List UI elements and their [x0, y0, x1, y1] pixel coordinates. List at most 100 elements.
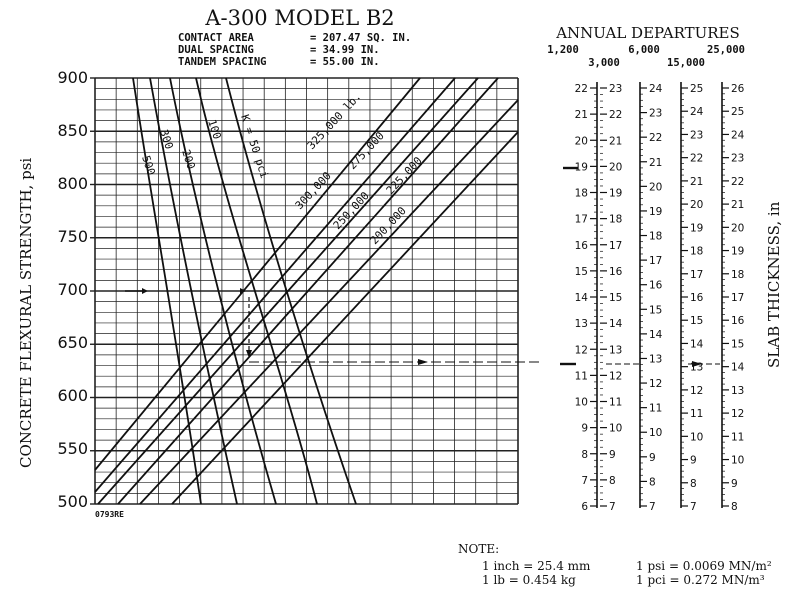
- scale-tick-label: 18: [649, 231, 662, 243]
- scale-tick-label: 7: [649, 501, 656, 513]
- scale-tick-label: 16: [575, 240, 589, 252]
- scale-tick-label: 20: [690, 199, 703, 211]
- scale-tick-label: 12: [649, 378, 662, 390]
- load-line-0: [94, 77, 421, 471]
- scale-tick-label: 6: [581, 501, 588, 513]
- scale-tick-label: 14: [575, 292, 589, 304]
- spec-value-tandem-spacing: = 55.00 IN.: [310, 56, 380, 68]
- k-curve-label-300: 300: [157, 128, 176, 151]
- scale-tick-label: 19: [609, 188, 622, 200]
- scale-tick-label: 7: [609, 501, 616, 513]
- scale-tick-label: 21: [575, 109, 588, 121]
- chart-title: A-300 MODEL B2: [204, 6, 394, 30]
- k-curve-label-200: 200: [179, 148, 198, 171]
- slab-thickness-label: SLAB THICKNESS, in: [765, 201, 783, 368]
- scale-tick-label: 21: [690, 176, 703, 188]
- y-tick-900: 900: [57, 68, 88, 87]
- scale-tick-label: 24: [731, 129, 745, 141]
- departure-label-6000: 6,000: [628, 44, 660, 56]
- thickness-scales: 6 7 8 9 10 11 12 13 14 15 16 17 18 19 20 21 22 7 8 9 10 11 12 1…: [575, 82, 745, 513]
- scale-tick-label: 13: [575, 318, 588, 330]
- scale-tick-label: 19: [690, 222, 703, 234]
- example-arrowhead-3: [246, 350, 252, 358]
- k-curve-4: [225, 77, 357, 505]
- scale-tick-label: 13: [609, 344, 622, 356]
- scale-tick-label: 22: [609, 109, 622, 121]
- scale-tick-label: 18: [731, 269, 744, 281]
- departure-label-15000: 15,000: [667, 57, 705, 69]
- scale-tick-label: 25: [690, 83, 703, 95]
- y-tick-750: 750: [57, 227, 88, 246]
- example-arrowhead-5: [692, 361, 702, 367]
- scale-tick-label: 7: [581, 475, 588, 487]
- scale-tick-label: 22: [575, 83, 588, 95]
- scale-tick-label: 18: [609, 214, 622, 226]
- scale-tick-label: 17: [575, 214, 588, 226]
- chart-text: A-300 MODEL B2 CONTACT AREA = 207.47 SQ.…: [17, 6, 783, 587]
- scale-tick-label: 16: [649, 280, 663, 292]
- departure-label-1200: 1,200: [547, 44, 579, 56]
- y-tick-700: 700: [57, 280, 88, 299]
- k-curve-1: [149, 77, 238, 505]
- scale-tick-label: 11: [575, 370, 588, 382]
- example-arrowhead-2: [240, 288, 246, 294]
- load-label-200000: 200,000: [368, 204, 409, 247]
- scale-tick-label: 21: [731, 199, 744, 211]
- scale-tick-label: 10: [731, 455, 744, 467]
- load-line-2: [97, 77, 479, 505]
- scale-tick-label: 11: [731, 431, 744, 443]
- y-tick-550: 550: [57, 439, 88, 458]
- scale-tick-label: 13: [731, 385, 744, 397]
- scale-tick-label: 9: [609, 449, 616, 461]
- load-line-3: [117, 77, 499, 505]
- scale-tick-label: 20: [575, 135, 588, 147]
- scale-tick-label: 10: [649, 427, 662, 439]
- scale-tick-label: 23: [731, 153, 744, 165]
- scale-tick-label: 10: [609, 423, 622, 435]
- scale-tick-label: 17: [731, 292, 744, 304]
- example-arrowhead-1: [142, 288, 148, 294]
- departure-label-3000: 3,000: [588, 57, 620, 69]
- k-curve-label-500: 500: [139, 154, 158, 177]
- scale-tick-label: 15: [575, 266, 588, 278]
- scale-tick-label: 8: [581, 449, 588, 461]
- scale-tick-label: 20: [731, 222, 744, 234]
- scale-tick-label: 14: [731, 362, 745, 374]
- scale-tick-label: 14: [609, 318, 623, 330]
- scale-tick-label: 10: [690, 431, 703, 443]
- scale-tick-label: 18: [690, 246, 703, 258]
- example-arrowhead-4: [418, 359, 428, 365]
- scale-tick-label: 8: [731, 501, 738, 513]
- scale-tick-label: 18: [575, 188, 588, 200]
- scale-tick-label: 19: [731, 246, 744, 258]
- scale-tick-label: 26: [731, 83, 745, 95]
- spec-value-dual-spacing: = 34.99 IN.: [310, 44, 380, 56]
- scale-tick-label: 16: [731, 315, 745, 327]
- scale-tick-label: 17: [649, 255, 662, 267]
- spec-label-dual-spacing: DUAL SPACING: [178, 44, 254, 56]
- load-line-1: [94, 77, 456, 493]
- scale-tick-label: 7: [690, 501, 697, 513]
- scale-tick-label: 11: [649, 403, 662, 415]
- scale-tick-label: 12: [609, 370, 622, 382]
- scale-tick-label: 24: [649, 83, 663, 95]
- departure-label-25000: 25,000: [707, 44, 745, 56]
- scale-tick-label: 8: [690, 478, 697, 490]
- scale-tick-label: 11: [690, 408, 703, 420]
- scale-tick-label: 23: [649, 108, 662, 120]
- scale-tick-label: 9: [731, 478, 738, 490]
- scale-tick-label: 22: [690, 153, 703, 165]
- scale-tick-label: 25: [731, 106, 744, 118]
- scale-tick-label: 8: [649, 476, 656, 488]
- curves: [94, 77, 519, 505]
- scale-tick-label: 21: [649, 157, 662, 169]
- scale-tick-label: 9: [581, 423, 588, 435]
- scale-tick-label: 21: [609, 135, 622, 147]
- load-line-5: [171, 131, 519, 505]
- note-lb: 1 lb = 0.454 kg: [482, 573, 576, 587]
- note-inch: 1 inch = 25.4 mm: [482, 559, 591, 573]
- scale-tick-label: 17: [690, 269, 703, 281]
- scale-tick-label: 19: [575, 161, 588, 173]
- scale-tick-label: 15: [731, 338, 744, 350]
